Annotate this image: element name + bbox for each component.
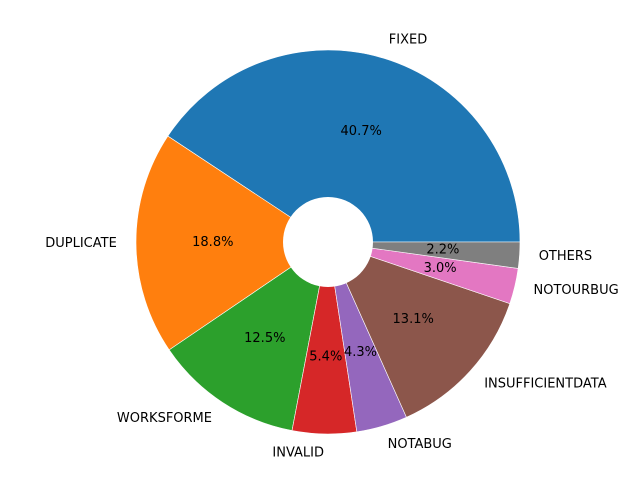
slice-worksforme — [168, 241, 329, 431]
pct-label-worksforme: 12.5% — [244, 331, 285, 346]
pct-label-notourbug: 3.0% — [424, 261, 457, 276]
pct-label-invalid: 5.4% — [309, 350, 342, 365]
label-others: OTHERS — [539, 249, 592, 264]
label-notabug: NOTABUG — [388, 437, 452, 452]
percent-labels: 40.7% 18.8% 12.5% 5.4% 4.3% 13.1% 3.0% 2.2% — [192, 124, 459, 365]
slice-others — [327, 241, 521, 269]
pct-label-insufficientdata: 13.1% — [393, 312, 434, 327]
label-invalid: INVALID — [272, 446, 324, 461]
pie-slices — [135, 49, 521, 435]
donut-hole — [283, 197, 373, 287]
label-duplicate: DUPLICATE — [45, 236, 117, 251]
label-insufficientdata: INSUFFICIENTDATA — [484, 377, 607, 392]
pct-label-duplicate: 18.8% — [192, 235, 233, 250]
pct-label-others: 2.2% — [426, 243, 459, 258]
slice-duplicate — [135, 135, 329, 351]
label-notourbug: NOTOURBUG — [534, 283, 619, 298]
category-labels: FIXED DUPLICATE WORKSFORME INVALID NOTABUG IN… — [45, 32, 618, 460]
pct-label-fixed: 40.7% — [341, 124, 382, 139]
label-worksforme: WORKSFORME — [117, 411, 212, 426]
pct-label-notabug: 4.3% — [344, 345, 377, 360]
label-fixed: FIXED — [389, 32, 427, 47]
slice-insufficientdata — [327, 241, 511, 418]
